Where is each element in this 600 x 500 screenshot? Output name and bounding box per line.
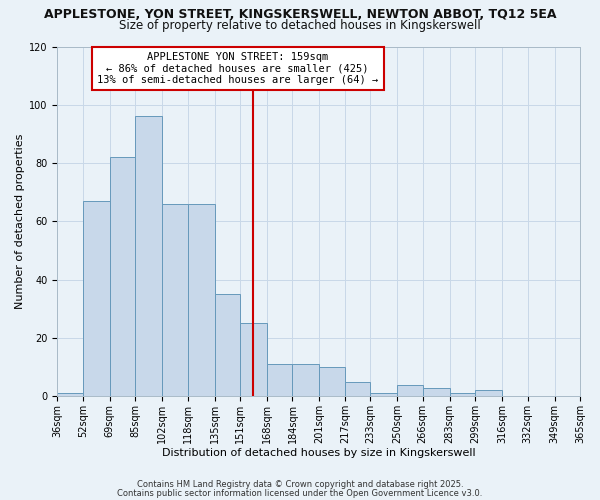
Bar (319, 367, 345, 396)
Bar (475, 390, 502, 396)
Bar (162, 204, 188, 396)
Y-axis label: Number of detached properties: Number of detached properties (15, 134, 25, 309)
Text: APPLESTONE, YON STREET, KINGSKERSWELL, NEWTON ABBOT, TQ12 5EA: APPLESTONE, YON STREET, KINGSKERSWELL, N… (44, 8, 556, 20)
Text: APPLESTONE YON STREET: 159sqm
← 86% of detached houses are smaller (425)
13% of : APPLESTONE YON STREET: 159sqm ← 86% of d… (97, 52, 379, 85)
Bar (110, 158, 135, 396)
Bar (188, 204, 215, 396)
Text: Contains public sector information licensed under the Open Government Licence v3: Contains public sector information licen… (118, 488, 482, 498)
Bar (370, 394, 397, 396)
Bar (292, 364, 319, 396)
Bar (397, 384, 423, 396)
Bar (267, 364, 292, 396)
Text: Size of property relative to detached houses in Kingskerswell: Size of property relative to detached ho… (119, 18, 481, 32)
Bar (345, 382, 370, 396)
Bar (83, 201, 110, 396)
Bar (450, 394, 475, 396)
Bar (58, 394, 83, 396)
Bar (423, 388, 450, 396)
X-axis label: Distribution of detached houses by size in Kingskerswell: Distribution of detached houses by size … (162, 448, 476, 458)
Text: Contains HM Land Registry data © Crown copyright and database right 2025.: Contains HM Land Registry data © Crown c… (137, 480, 463, 489)
Bar (240, 324, 267, 396)
Bar (135, 116, 162, 396)
Bar (215, 294, 240, 396)
